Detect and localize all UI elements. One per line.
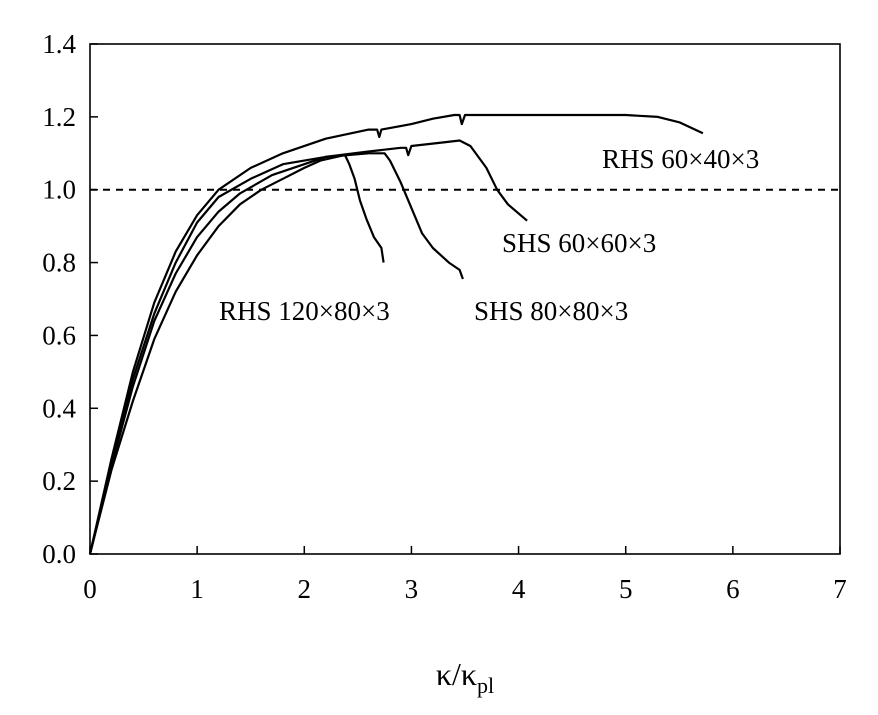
y-tick-label-4: 0.8 (42, 248, 76, 278)
x-tick-label-2: 2 (298, 574, 312, 604)
x-tick-label-1: 1 (190, 574, 204, 604)
series-label-2: SHS 80×80×3 (474, 296, 628, 326)
series-group (88, 113, 704, 555)
y-tick-label-5: 1.0 (42, 175, 76, 205)
y-tick-label-6: 1.2 (42, 102, 76, 132)
series-label-3: RHS 120×80×3 (219, 296, 390, 326)
x-axis-label: κ/κpl (436, 656, 494, 698)
series-line-1 (88, 139, 528, 555)
plot-area (89, 43, 841, 555)
x-tick-label-4: 4 (512, 574, 526, 604)
x-axis-label-main: κ/κ (436, 656, 477, 692)
y-tick-label-3: 0.6 (42, 320, 76, 350)
annotation-group: RHS 60×40×3 SHS 60×60×3 SHS 80×80×3 RHS 120… (219, 144, 759, 326)
y-tick-label-7: 1.4 (42, 29, 76, 59)
series-line-0 (88, 113, 704, 555)
x-axis: 0 1 2 3 4 5 6 7 (83, 546, 847, 604)
x-tick-label-0: 0 (83, 574, 97, 604)
x-axis-label-sub: pl (477, 673, 494, 698)
series-label-1: SHS 60×60×3 (502, 228, 656, 258)
x-tick-label-6: 6 (726, 574, 740, 604)
y-axis: 0.0 0.2 0.4 0.6 0.8 1.0 1.2 1.4 (42, 29, 98, 569)
y-tick-label-0: 0.0 (42, 539, 76, 569)
x-tick-label-5: 5 (619, 574, 633, 604)
y-tick-label-1: 0.2 (42, 466, 76, 496)
y-tick-label-2: 0.4 (42, 393, 76, 423)
x-tick-label-7: 7 (833, 574, 847, 604)
series-label-0: RHS 60×40×3 (602, 144, 759, 174)
x-tick-label-3: 3 (405, 574, 419, 604)
series-line-3 (88, 154, 385, 555)
